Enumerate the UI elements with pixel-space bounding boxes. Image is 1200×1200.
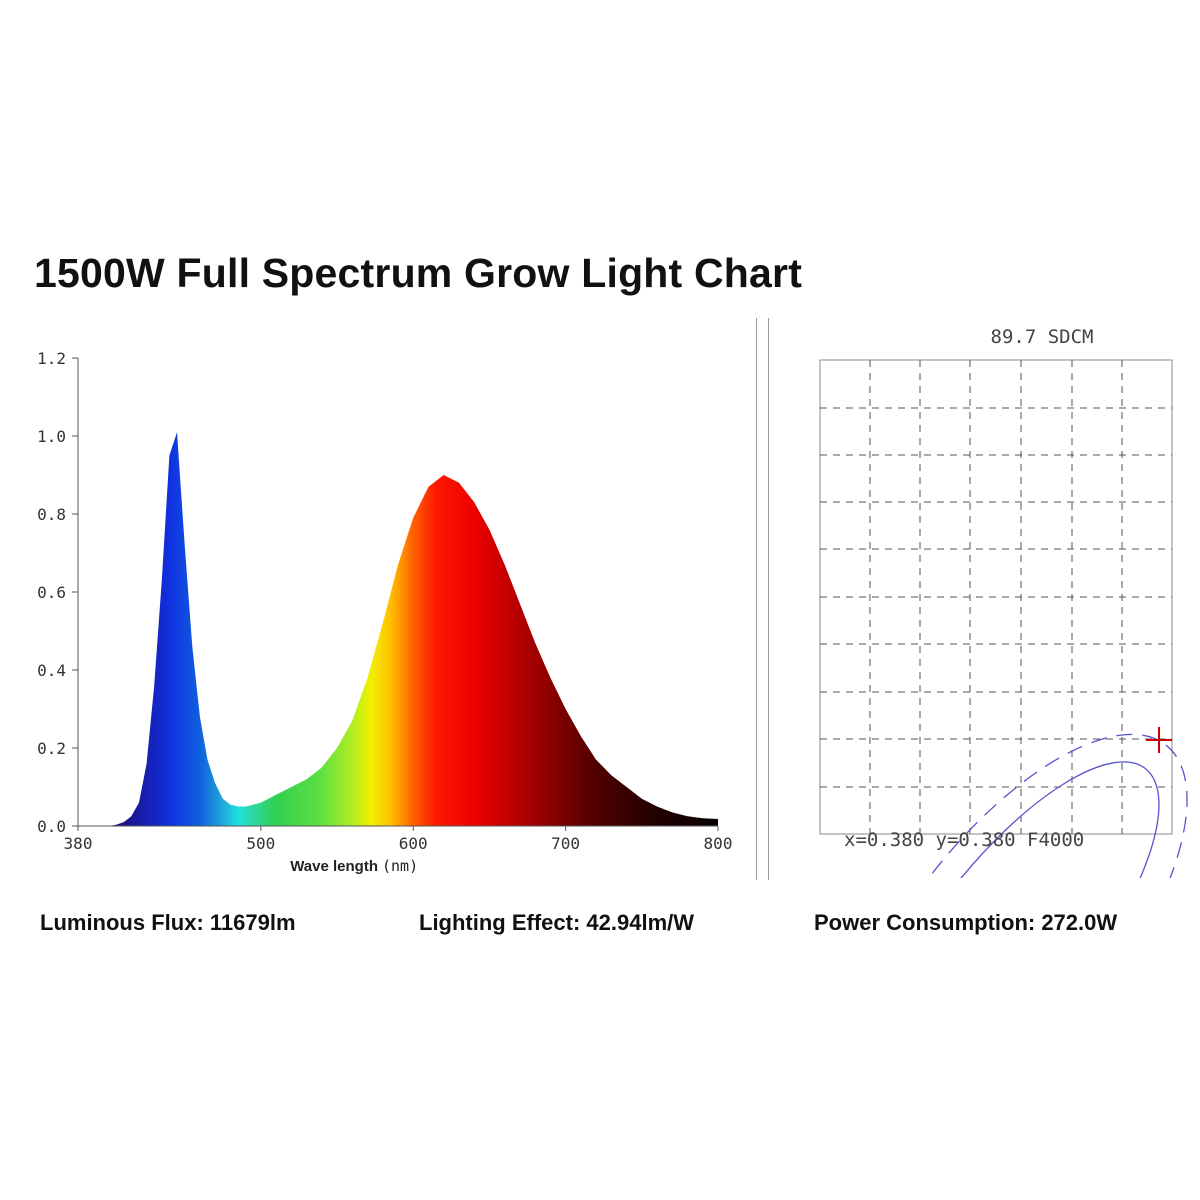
y-tick-label: 1.0 xyxy=(37,427,66,446)
x-axis-unit: (nm) xyxy=(382,857,418,875)
sdcm-coordinates: x=0.380 y=0.380 F4000 xyxy=(844,829,1084,851)
sdcm-title: 89.7 SDCM xyxy=(991,326,1094,348)
sdcm-chart: 89.7 SDCM x=0.380 y=0.380 F4000 xyxy=(819,326,1188,878)
chromaticity-point-marker xyxy=(1146,727,1172,753)
x-tick-label: 700 xyxy=(551,834,580,853)
power-consumption-stat: Power Consumption: 272.0W xyxy=(814,910,1118,935)
spectrum-chart: 0.0 0.2 0.4 0.6 0.8 1.0 1.2 380 500 600 700 800 Wa… xyxy=(37,349,733,875)
luminous-flux-stat: Luminous Flux: 11679lm xyxy=(40,910,296,935)
x-axis-label: Wave length xyxy=(290,858,378,875)
divider-line-left xyxy=(756,318,757,880)
x-tick-label: 380 xyxy=(64,834,93,853)
lighting-effect-stat: Lighting Effect: 42.94lm/W xyxy=(419,910,695,935)
sdcm-grid xyxy=(820,360,1172,834)
x-tick-label: 800 xyxy=(704,834,733,853)
y-tick-label: 1.2 xyxy=(37,349,66,368)
page-title: 1500W Full Spectrum Grow Light Chart xyxy=(34,250,803,296)
y-tick-label: 0.0 xyxy=(37,817,66,836)
y-tick-label: 0.8 xyxy=(37,505,66,524)
x-tick-label: 600 xyxy=(399,834,428,853)
y-tick-label: 0.6 xyxy=(37,583,66,602)
y-tick-label: 0.4 xyxy=(37,661,66,680)
divider-line-right xyxy=(768,318,769,880)
y-tick-label: 0.2 xyxy=(37,739,66,758)
tolerance-ellipse-inner xyxy=(866,761,1160,878)
x-tick-label: 500 xyxy=(246,834,275,853)
spectrum-area xyxy=(78,432,718,826)
